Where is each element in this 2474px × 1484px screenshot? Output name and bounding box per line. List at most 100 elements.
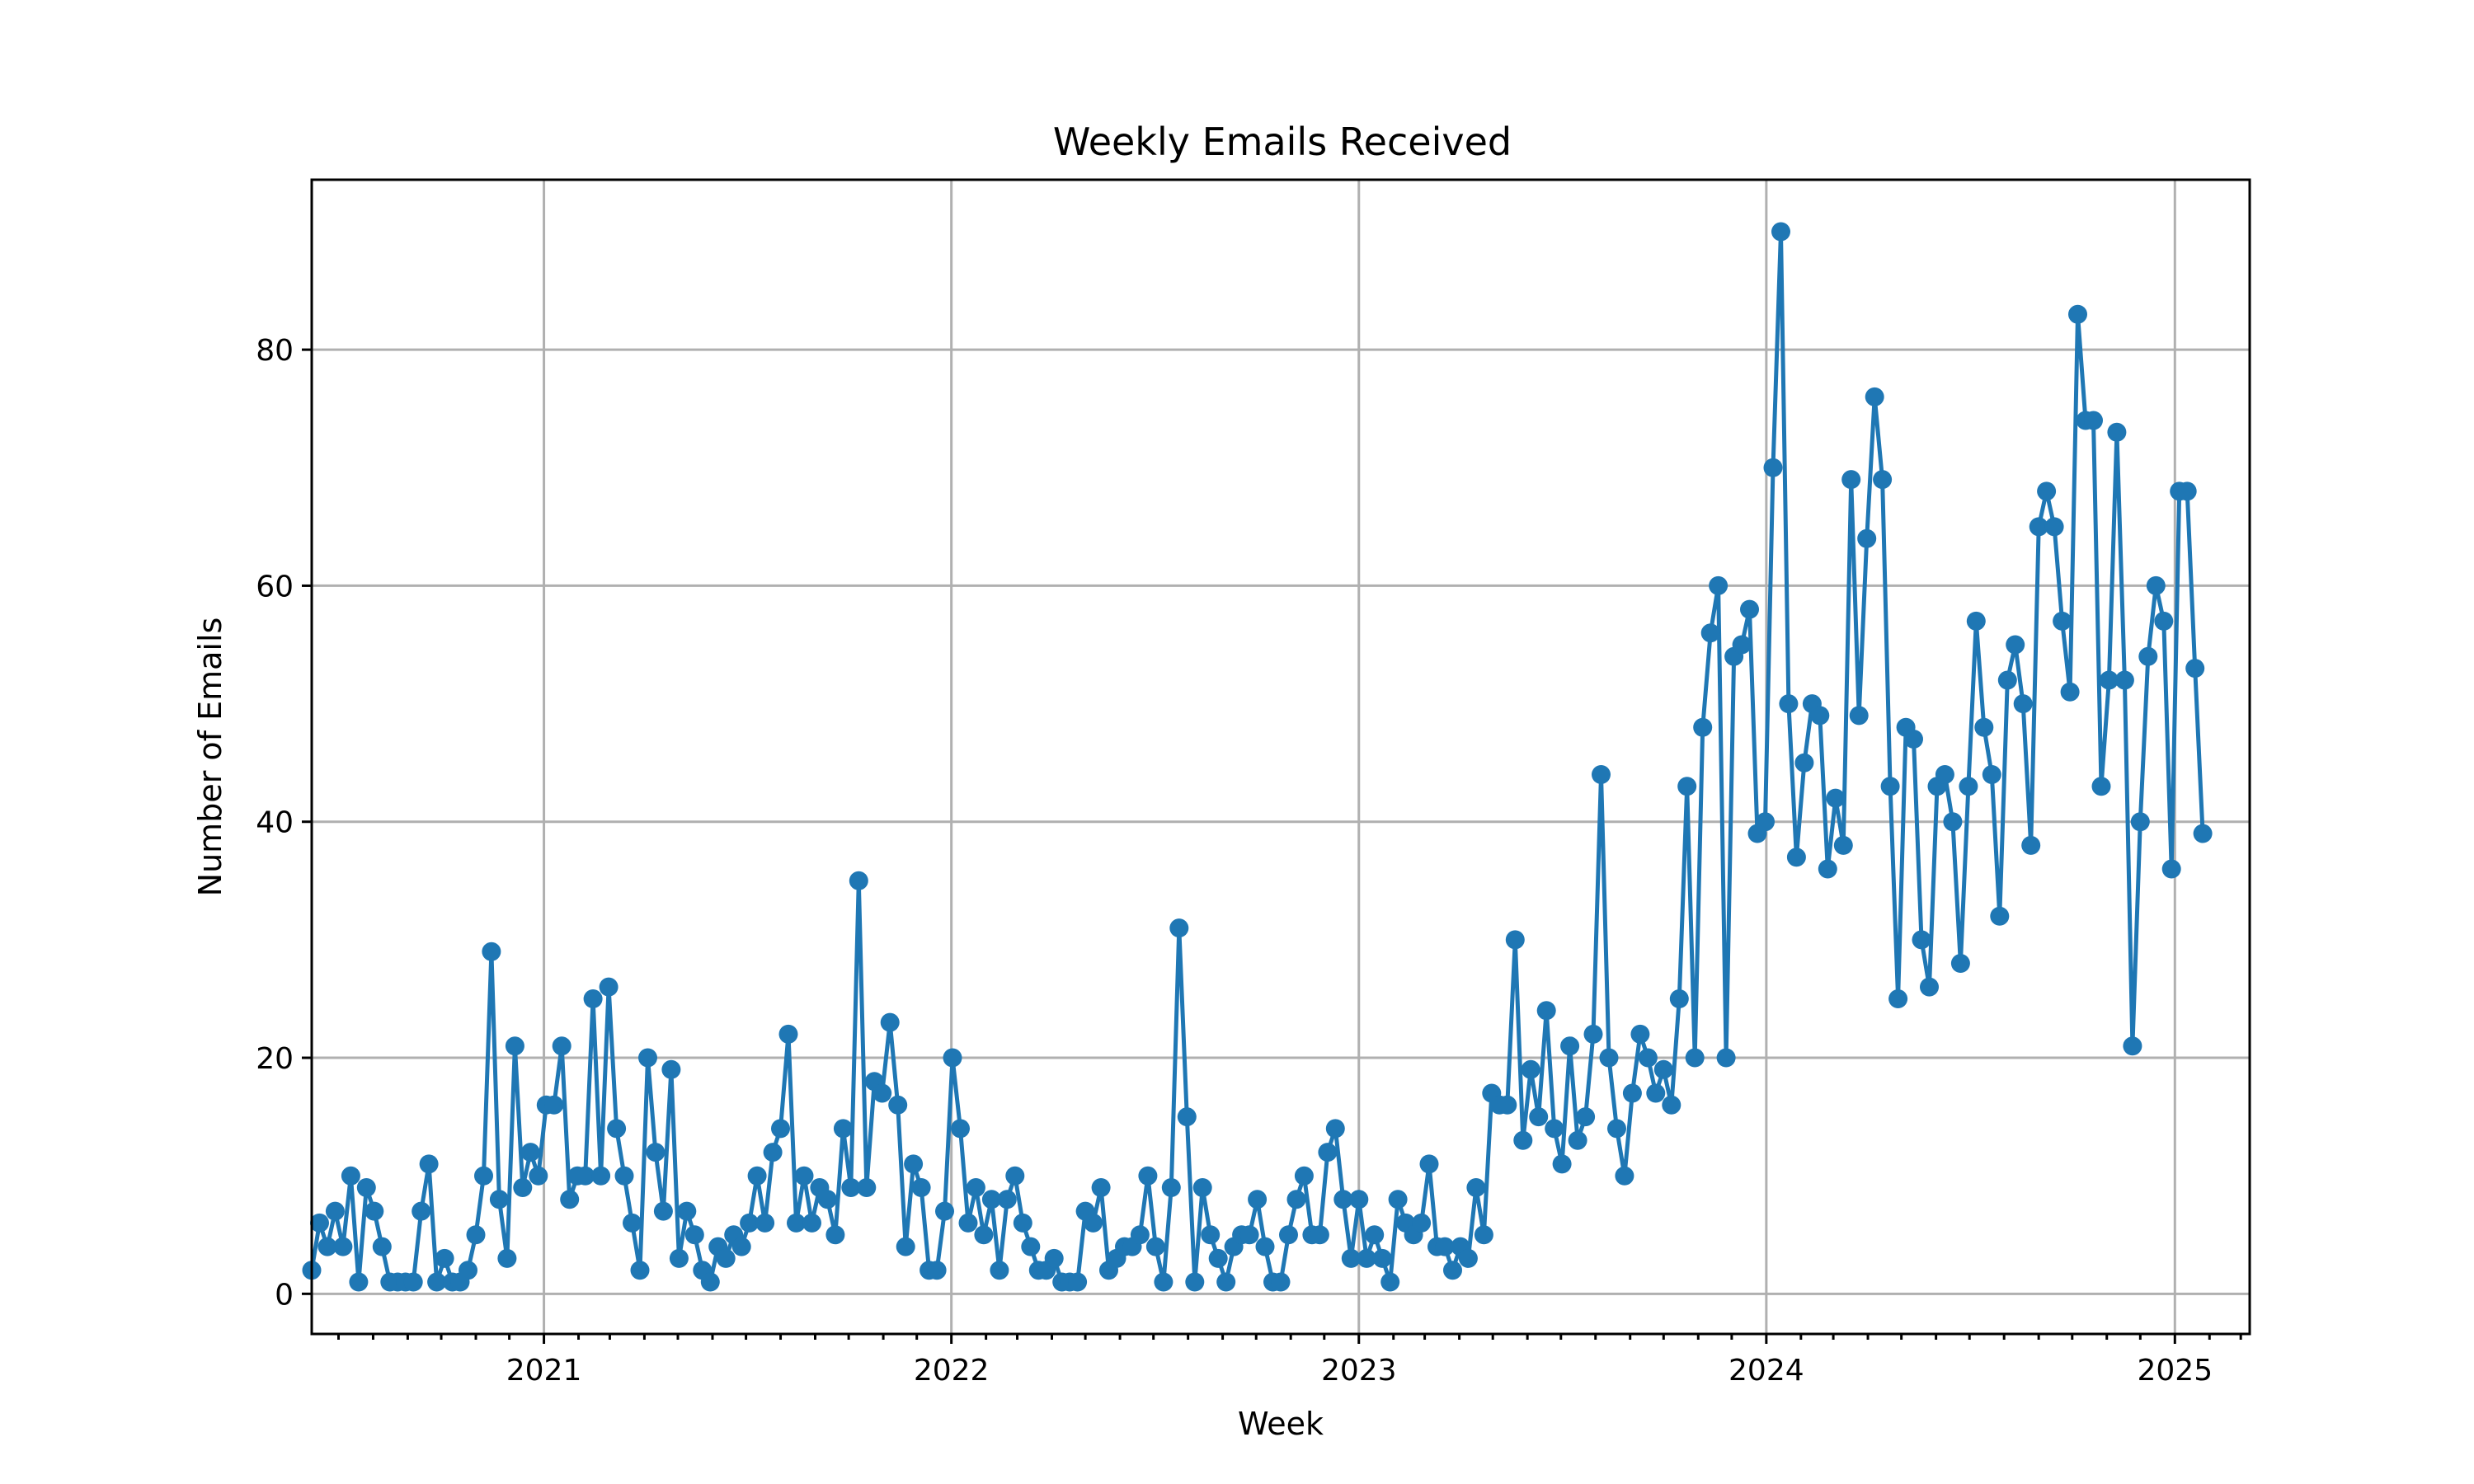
data-point	[1130, 1225, 1150, 1245]
data-point	[372, 1237, 392, 1256]
data-point	[2006, 635, 2025, 655]
data-point	[1716, 1048, 1736, 1068]
data-point	[2146, 575, 2166, 595]
data-point	[1294, 1166, 1314, 1186]
data-point	[981, 1190, 1001, 1209]
y-axis-label: Number of Emails	[192, 618, 228, 897]
data-point	[1709, 575, 1729, 595]
data-point	[1177, 1107, 1197, 1127]
data-point	[2044, 517, 2064, 537]
data-point	[747, 1166, 767, 1186]
data-point	[474, 1166, 493, 1186]
data-point	[1763, 458, 1783, 477]
data-point	[1904, 730, 1923, 749]
data-point	[755, 1213, 775, 1233]
data-point	[1997, 670, 2017, 690]
data-point	[1685, 1048, 1705, 1068]
data-point	[459, 1261, 477, 1280]
data-point	[1622, 1083, 1642, 1103]
data-point	[341, 1166, 360, 1186]
data-point	[2084, 411, 2103, 430]
x-tick-label: 2024	[1729, 1354, 1804, 1388]
series-line	[309, 229, 2205, 1284]
data-point	[317, 1237, 337, 1256]
data-point	[1653, 1059, 1673, 1079]
data-point	[1529, 1107, 1549, 1127]
data-point	[1185, 1272, 1205, 1292]
data-point	[935, 1201, 954, 1221]
data-point	[1380, 1272, 1400, 1292]
data-point	[684, 1225, 704, 1245]
data-point	[2130, 812, 2150, 832]
data-point	[1833, 835, 1853, 855]
data-point	[489, 1190, 509, 1209]
data-point	[958, 1213, 978, 1233]
data-point	[1873, 470, 1893, 490]
data-point	[1552, 1154, 1572, 1174]
data-point	[623, 1213, 642, 1233]
x-tick-label: 2022	[914, 1354, 990, 1388]
data-point	[2053, 611, 2072, 631]
data-point	[2021, 835, 2041, 855]
data-point	[1669, 989, 1689, 1008]
data-point	[1662, 1095, 1681, 1115]
data-point	[1810, 706, 1830, 726]
data-point	[951, 1119, 970, 1139]
data-point	[403, 1272, 423, 1292]
data-point	[1458, 1248, 1478, 1268]
data-point	[1271, 1272, 1291, 1292]
data-point	[1693, 717, 1713, 737]
y-tick-label: 80	[256, 334, 294, 368]
data-point	[1592, 765, 1611, 784]
data-point	[1255, 1237, 1275, 1256]
data-point	[544, 1095, 564, 1115]
data-point	[700, 1272, 720, 1292]
data-point	[2068, 304, 2087, 324]
data-point	[1161, 1178, 1181, 1197]
data-point	[1966, 611, 1986, 631]
data-point	[888, 1095, 908, 1115]
chart-title: Weekly Emails Received	[1053, 120, 1512, 164]
data-point	[778, 1024, 798, 1044]
data-point	[513, 1178, 533, 1197]
y-tick-label: 40	[256, 806, 294, 840]
data-point	[505, 1036, 524, 1056]
data-point	[1950, 954, 1970, 973]
data-point	[1505, 930, 1525, 950]
series-emails	[302, 222, 2213, 1292]
data-point	[1700, 623, 1720, 643]
data-point	[731, 1237, 751, 1256]
data-point	[2013, 694, 2033, 714]
data-point	[1013, 1213, 1032, 1233]
data-point	[677, 1201, 697, 1221]
data-point	[716, 1248, 736, 1268]
data-point	[1576, 1107, 1596, 1127]
data-point	[1192, 1178, 1212, 1197]
data-point	[638, 1048, 657, 1068]
data-point	[2037, 481, 2057, 501]
data-point	[1388, 1190, 1408, 1209]
data-point	[896, 1237, 915, 1256]
data-point	[1568, 1130, 1587, 1150]
data-point	[1638, 1048, 1658, 1068]
data-point	[1732, 635, 1752, 655]
data-point	[1982, 765, 2001, 784]
data-point	[1912, 930, 1931, 950]
data-point	[1443, 1261, 1462, 1280]
data-point	[771, 1119, 790, 1139]
data-point	[1920, 977, 1939, 997]
data-point	[2107, 422, 2127, 442]
data-point	[817, 1190, 837, 1209]
data-point	[1599, 1048, 1619, 1068]
data-point	[1169, 918, 1189, 938]
data-point	[591, 1166, 611, 1186]
data-point	[1474, 1225, 1493, 1245]
data-point	[349, 1272, 369, 1292]
data-point	[2091, 777, 2111, 796]
data-point	[1466, 1178, 1486, 1197]
data-point	[520, 1143, 540, 1162]
data-point	[2060, 682, 2080, 702]
data-point	[740, 1213, 760, 1233]
data-point	[365, 1201, 384, 1221]
